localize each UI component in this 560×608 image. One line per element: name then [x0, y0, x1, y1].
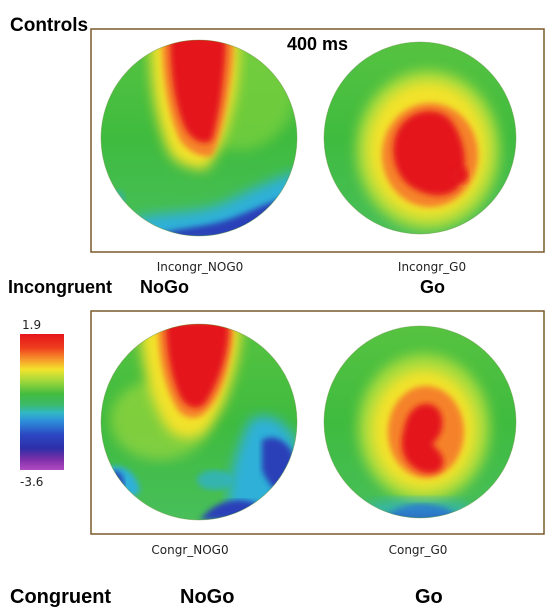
- panel-frame-congruent: [90, 310, 545, 535]
- group-label: Controls: [10, 15, 88, 36]
- time-label: 400 ms: [287, 34, 348, 54]
- caption-congr-go: Congr_G0: [389, 543, 448, 557]
- colorbar: [20, 334, 64, 470]
- nogo-label-congruent: NoGo: [180, 586, 234, 608]
- go-label-incongruent: Go: [420, 277, 445, 297]
- nogo-label-incongruent: NoGo: [140, 277, 189, 297]
- caption-incongr-go: Incongr_G0: [398, 260, 466, 274]
- topomap-congruent-nogo: [101, 324, 297, 520]
- condition-label-congruent: Congruent: [10, 586, 111, 608]
- colorbar-min-label: -3.6: [20, 475, 43, 489]
- go-label-congruent: Go: [415, 586, 443, 608]
- condition-label-incongruent: Incongruent: [8, 277, 112, 297]
- topomap-incongruent-nogo: [101, 40, 297, 236]
- panel-frame-incongruent: [90, 28, 545, 253]
- colorbar-max-label: 1.9: [22, 318, 41, 332]
- topomap-incongruent-go: [324, 42, 516, 234]
- caption-congr-nogo: Congr_NOG0: [151, 543, 228, 557]
- topomap-congruent-go: [324, 326, 516, 518]
- caption-incongr-nogo: Incongr_NOG0: [157, 260, 244, 274]
